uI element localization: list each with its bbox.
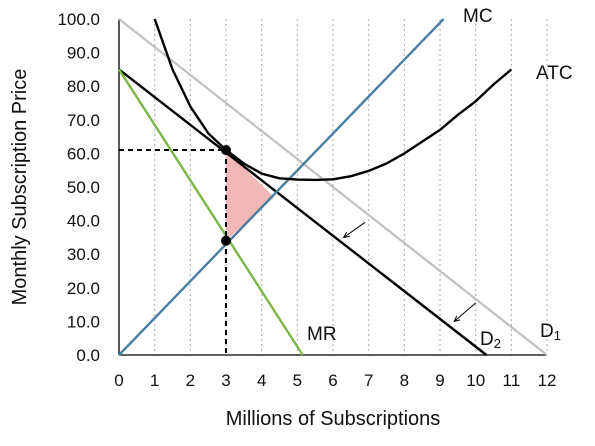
y-axis-title: Monthly Subscription Price — [9, 69, 31, 306]
equilibrium-point — [221, 145, 232, 156]
y-tick-label: 90.0 — [67, 44, 100, 63]
y-tick-label: 0.0 — [76, 346, 100, 365]
x-tick-label: 6 — [328, 371, 337, 390]
x-axis-title: Millions of Subscriptions — [226, 408, 441, 430]
x-tick-label: 2 — [186, 371, 195, 390]
mr-mc-intersection-point — [221, 235, 232, 246]
series-label-mr: MR — [307, 324, 337, 345]
series-label-atc: ATC — [536, 63, 573, 84]
series-label-subscript: 2 — [494, 336, 501, 351]
y-tick-label: 60.0 — [67, 144, 100, 163]
series-d1-line — [118, 18, 548, 356]
series-d2-line — [118, 68, 488, 356]
shift-arrow-shaft-2 — [453, 302, 477, 322]
series-label-subscript: 1 — [554, 328, 561, 343]
tick-labels: 0 1 2 3 4 5 6 7 8 9 10 11 120.010.020.030.040.050.06… — [57, 10, 556, 390]
y-tick-label: 40.0 — [67, 212, 100, 231]
series-label-main: ATC — [536, 63, 573, 84]
y-tick-label: 50.0 — [67, 178, 100, 197]
x-tick-label: 4 — [257, 371, 266, 390]
deadweight-loss-area — [226, 150, 275, 241]
shift-arrow-head-1 — [342, 231, 350, 239]
x-tick-label: 3 — [221, 371, 230, 390]
series-label-main: D — [480, 329, 494, 350]
marks-layer — [221, 145, 477, 323]
series-mr-line — [117, 68, 304, 356]
x-tick-label: 5 — [293, 371, 302, 390]
shift-arrow-shaft-1 — [343, 221, 366, 238]
x-tick-label: 12 — [538, 371, 557, 390]
series-label-main: D — [540, 321, 554, 342]
series-label-d2: D2 — [480, 329, 501, 351]
x-tick-label: 9 — [435, 371, 444, 390]
series-label-d1: D1 — [540, 321, 561, 343]
y-tick-label: 70.0 — [67, 111, 100, 130]
x-tick-label: 1 — [150, 371, 159, 390]
series-label-main: MC — [463, 6, 493, 27]
y-tick-label: 80.0 — [67, 77, 100, 96]
x-tick-label: 0 — [114, 371, 123, 390]
y-tick-label: 30.0 — [67, 245, 100, 264]
guide-lines — [119, 149, 228, 355]
y-tick-label: 10.0 — [67, 312, 100, 331]
y-tick-label: 100.0 — [57, 10, 100, 29]
grid-lines — [154, 19, 548, 355]
series-mc-line — [118, 18, 445, 356]
series-label-main: MR — [307, 324, 337, 345]
x-tick-label: 7 — [364, 371, 373, 390]
series-label-mc: MC — [463, 6, 493, 27]
x-tick-label: 11 — [503, 371, 521, 390]
series-layer — [117, 18, 548, 356]
y-tick-label: 20.0 — [67, 279, 100, 298]
x-tick-label: 10 — [466, 371, 485, 390]
x-tick-label: 8 — [400, 371, 409, 390]
shift-arrow-head-2 — [453, 315, 461, 323]
shaded-region-layer — [226, 150, 275, 241]
axes — [118, 19, 548, 356]
series-atc-line — [153, 18, 513, 182]
